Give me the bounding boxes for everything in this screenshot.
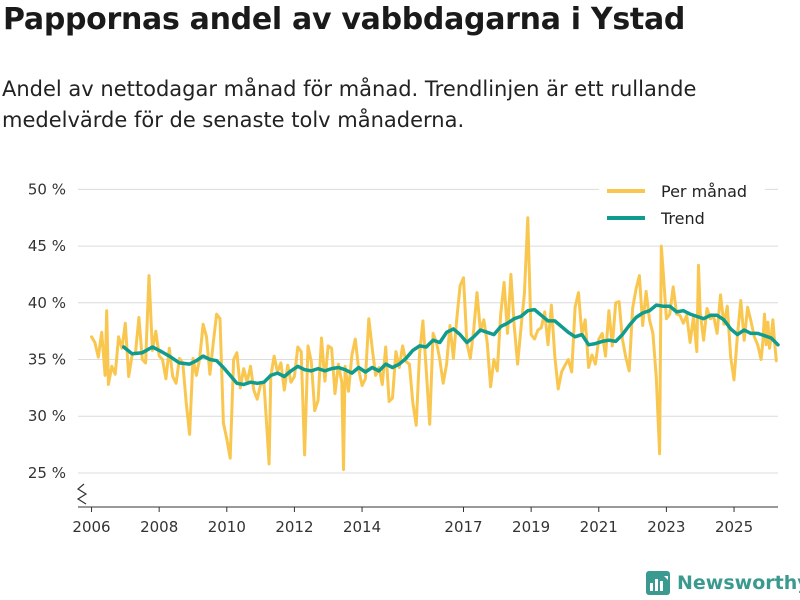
y-tick-label-40: 40 % bbox=[28, 294, 66, 312]
legend-background bbox=[599, 178, 765, 240]
x-tick-label-2019: 2019 bbox=[512, 518, 550, 536]
y-tick-label-45: 45 % bbox=[28, 237, 66, 255]
x-tick-label-2025: 2025 bbox=[715, 518, 753, 536]
series-line-per-manad bbox=[90, 216, 778, 472]
y-tick-label-30: 30 % bbox=[28, 407, 66, 425]
legend-label-per-manad: Per månad bbox=[661, 182, 747, 201]
x-tick-label-2014: 2014 bbox=[343, 518, 381, 536]
x-tick-label-2021: 2021 bbox=[580, 518, 618, 536]
chart-title: Pappornas andel av vabbdagarna i Ystad bbox=[3, 2, 686, 37]
y-tick-label-25: 25 % bbox=[28, 464, 66, 482]
x-axis-ticks: 2006 2008 2010 2012 2014 2017 2019 2021 2023 2025 bbox=[72, 507, 753, 536]
legend: Per månad Trend bbox=[599, 178, 765, 240]
x-tick-label-2023: 2023 bbox=[647, 518, 685, 536]
x-tick-label-2008: 2008 bbox=[140, 518, 178, 536]
y-tick-label-35: 35 % bbox=[28, 351, 66, 369]
chart-subtitle: Andel av nettodagar månad för månad. Tre… bbox=[2, 77, 697, 132]
x-axis bbox=[76, 483, 778, 508]
newsworthy-logo-text: Newsworthy bbox=[677, 572, 800, 594]
x-tick-label-2010: 2010 bbox=[208, 518, 246, 536]
newsworthy-logo-icon bbox=[646, 571, 670, 595]
legend-label-trend: Trend bbox=[660, 209, 705, 228]
y-axis-ticks: 25 % 30 % 35 % 40 % 45 % 50 % bbox=[28, 180, 66, 482]
newsworthy-logo: Newsworthy bbox=[645, 570, 800, 596]
x-tick-label-2012: 2012 bbox=[275, 518, 313, 536]
x-tick-label-2006: 2006 bbox=[72, 518, 110, 536]
y-tick-label-50: 50 % bbox=[28, 180, 66, 198]
axis-break-icon bbox=[76, 483, 88, 505]
series-line-trend bbox=[121, 303, 780, 387]
x-tick-label-2017: 2017 bbox=[444, 518, 482, 536]
series-lines bbox=[90, 216, 780, 472]
